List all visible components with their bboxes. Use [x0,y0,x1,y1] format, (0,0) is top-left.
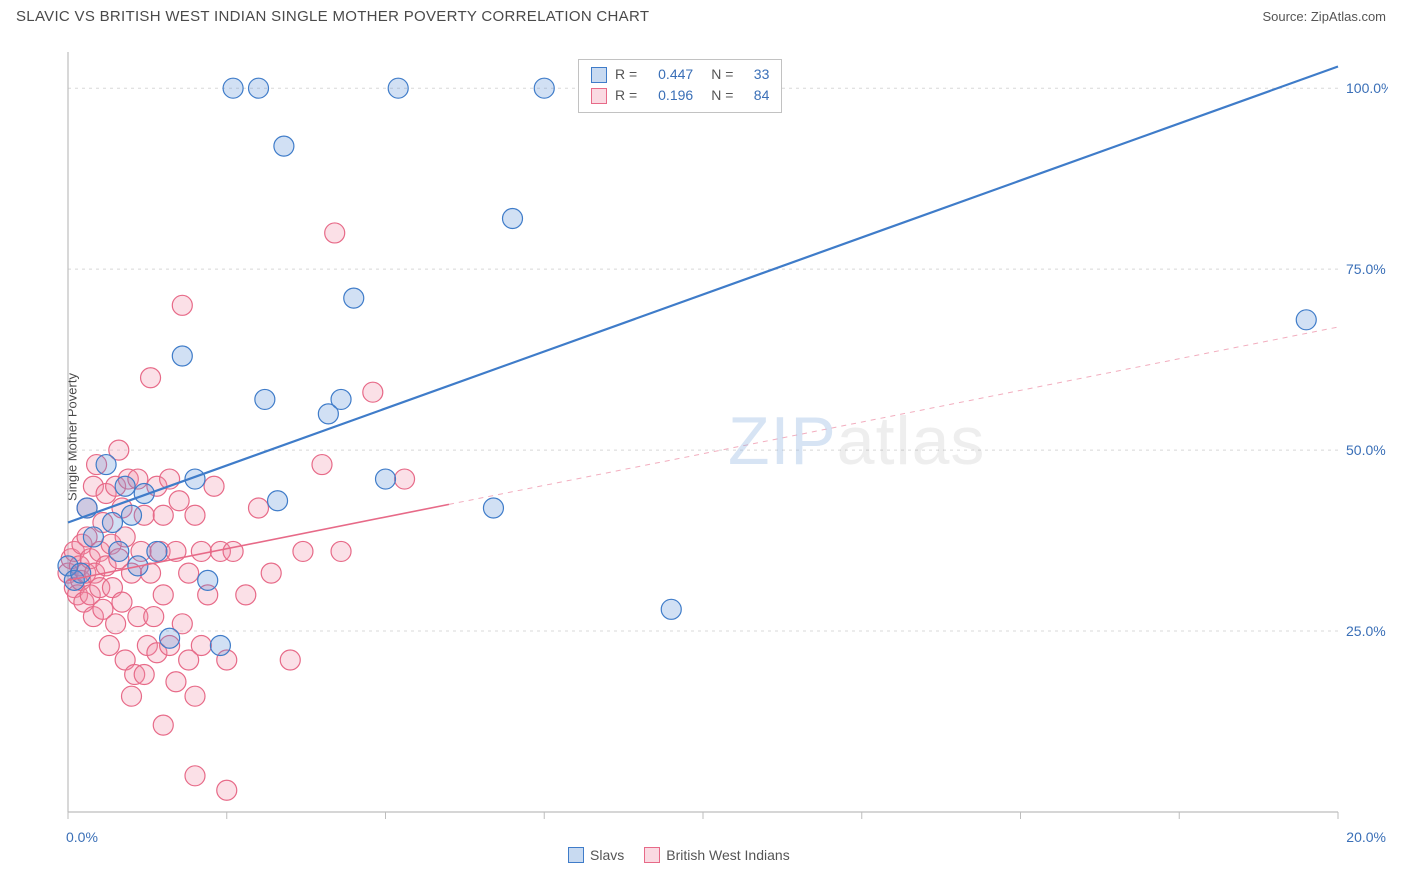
stats-row: R = 0.447 N = 33 [591,64,769,85]
legend-item: British West Indians [644,847,789,863]
n-label: N = [711,85,733,106]
chart-area: Single Mother Poverty 25.0%50.0%75.0%100… [48,42,1388,832]
legend-swatch [644,847,660,863]
r-label: R = [615,64,637,85]
svg-text:100.0%: 100.0% [1346,80,1388,96]
source-label: Source: ZipAtlas.com [1262,9,1386,24]
r-value: 0.447 [645,64,693,85]
n-value: 33 [741,64,769,85]
legend-item: Slavs [568,847,624,863]
series-swatch [591,67,607,83]
svg-text:20.0%: 20.0% [1346,829,1386,845]
series-legend: Slavs British West Indians [568,847,790,863]
legend-label: Slavs [590,847,624,863]
svg-text:0.0%: 0.0% [66,829,98,845]
legend-swatch [568,847,584,863]
svg-text:50.0%: 50.0% [1346,442,1386,458]
series-swatch [591,88,607,104]
legend-label: British West Indians [666,847,789,863]
r-label: R = [615,85,637,106]
svg-text:25.0%: 25.0% [1346,623,1386,639]
scatter-plot: 25.0% 50.0% 75.0% 100.0% 0.0% 20.0% [48,42,1388,892]
stats-row: R = 0.196 N = 84 [591,85,769,106]
chart-title: SLAVIC VS BRITISH WEST INDIAN SINGLE MOT… [16,8,649,25]
correlation-stats-box: R = 0.447 N = 33 R = 0.196 N = 84 [578,59,782,113]
n-value: 84 [741,85,769,106]
svg-text:75.0%: 75.0% [1346,261,1386,277]
r-value: 0.196 [645,85,693,106]
n-label: N = [711,64,733,85]
